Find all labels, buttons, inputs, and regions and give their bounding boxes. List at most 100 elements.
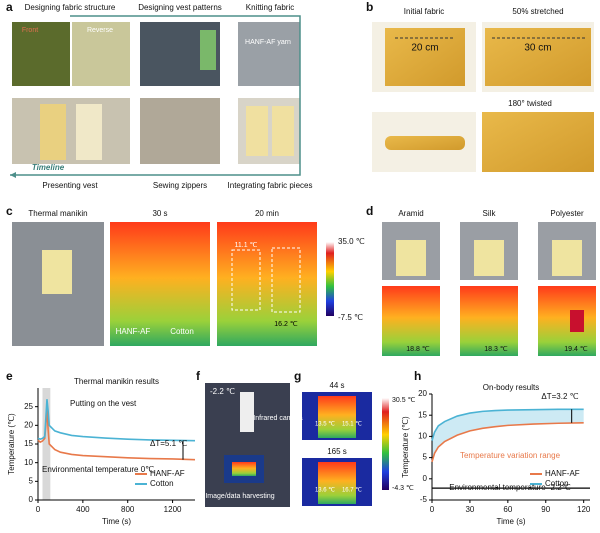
- label: -4.3 ℃: [392, 485, 414, 492]
- photo: [12, 22, 70, 86]
- screen-image: [232, 462, 256, 476]
- photo: [474, 240, 504, 276]
- thermal-image: [382, 286, 440, 356]
- x-tick-label: 90: [541, 505, 550, 514]
- label: Cotton: [170, 327, 194, 336]
- photo: [396, 240, 426, 276]
- annotation: Environmental temperature 0℃: [42, 465, 154, 474]
- label: HANF-AF yarn: [245, 39, 291, 46]
- panel-letter: f: [196, 369, 201, 383]
- y-tick-label: 15: [418, 410, 427, 419]
- label: 20 cm: [411, 43, 438, 54]
- photo: [40, 104, 66, 160]
- label: Reverse: [87, 27, 113, 34]
- photo: [272, 106, 294, 156]
- thermal-image: [318, 396, 356, 438]
- photo: [12, 98, 130, 164]
- label: 11.1 ℃: [235, 242, 258, 249]
- label: 50% stretched: [512, 7, 563, 16]
- annotation: ΔT=3.2 ℃: [541, 392, 578, 401]
- panel-d-photos: [382, 222, 596, 356]
- person: [240, 392, 254, 432]
- label: Thermal manikin: [28, 209, 87, 218]
- label: Presenting vest: [42, 181, 98, 190]
- label: Sewing zippers: [153, 181, 207, 190]
- label: Aramid: [398, 209, 423, 218]
- panel-letter: a: [6, 0, 13, 14]
- x-tick-label: 0: [36, 505, 41, 514]
- chart-title: On-body results: [483, 383, 539, 392]
- panel-letter: d: [366, 204, 373, 218]
- series-line: [431, 422, 584, 463]
- label: Integrating fabric pieces: [228, 181, 313, 190]
- series-line: [37, 406, 196, 461]
- x-axis-label: Time (s): [496, 517, 525, 526]
- x-axis-label: Time (s): [102, 517, 131, 526]
- photo: [72, 22, 130, 86]
- label: 30.5 ℃: [392, 397, 416, 404]
- label: Designing vest patterns: [138, 3, 222, 12]
- thermal-image: [217, 222, 317, 346]
- label: Front: [22, 27, 38, 34]
- panel-c-photos: [12, 222, 334, 346]
- y-axis-label: Temperature (℃): [7, 413, 16, 475]
- panel-a-photos: [10, 15, 301, 178]
- series-line: [37, 399, 196, 442]
- x-tick-label: 30: [465, 505, 474, 514]
- y-axis-label: Temperature (℃): [401, 416, 410, 478]
- annotation: ΔT=5.1 ℃: [150, 439, 187, 448]
- label: -2.2 ℃: [210, 387, 235, 396]
- y-tick-label: 5: [423, 453, 428, 462]
- legend-label: Cotton: [150, 479, 174, 488]
- chart-title: Thermal manikin results: [74, 377, 159, 386]
- photo: [485, 28, 591, 86]
- timeline-arrowhead: [10, 172, 16, 178]
- y-tick-label: -5: [420, 495, 428, 504]
- x-tick-label: 400: [76, 505, 90, 514]
- y-tick-label: 15: [24, 439, 33, 448]
- annotation: Environmental temperature -2.2℃: [449, 483, 571, 492]
- colorbar: [382, 398, 389, 490]
- label: -7.5 ℃: [338, 313, 363, 322]
- timeline-arrow: [10, 15, 301, 176]
- label: 180° twisted: [508, 99, 552, 108]
- y-tick-label: 0: [423, 474, 428, 483]
- label: 30 cm: [524, 43, 551, 54]
- label: 165 s: [327, 447, 347, 456]
- annotation: Putting on the vest: [70, 399, 137, 408]
- y-tick-label: 20: [24, 420, 33, 429]
- y-tick-label: 10: [418, 432, 427, 441]
- y-tick-label: 25: [24, 402, 33, 411]
- panel-letter: g: [294, 369, 301, 383]
- roi-box: [271, 247, 301, 313]
- label: Knitting fabric: [246, 3, 294, 12]
- x-tick-label: 60: [503, 505, 512, 514]
- series-line: [431, 408, 584, 441]
- label: 15.1 ℃: [342, 422, 362, 428]
- panel-letter: h: [414, 369, 421, 383]
- colorbar: [326, 242, 334, 316]
- y-tick-label: 10: [24, 458, 33, 467]
- label: 30 s: [152, 209, 167, 218]
- legend-label: Cotton: [545, 479, 569, 488]
- thermal-image: [318, 462, 356, 504]
- panel-g-photos: [302, 392, 389, 506]
- y-tick-label: 0: [29, 495, 34, 504]
- label: 18.3 ℃: [484, 346, 508, 353]
- y-tick-label: 20: [418, 389, 427, 398]
- label: 20 min: [255, 209, 279, 218]
- photo: [552, 240, 582, 276]
- photo: [42, 250, 72, 294]
- label: 16.2 ℃: [274, 321, 298, 328]
- label: 16.7 ℃: [342, 488, 362, 494]
- label: Silk: [483, 209, 497, 218]
- annotation: Temperature variation range: [460, 451, 561, 460]
- panel-letter: e: [6, 369, 13, 383]
- label: 18.8 ℃: [406, 346, 430, 353]
- thermal-image: [538, 286, 596, 356]
- x-tick-label: 0: [430, 505, 435, 514]
- label: 44 s: [329, 381, 344, 390]
- label: Image/data harvesting: [205, 493, 274, 500]
- label: Initial fabric: [404, 7, 444, 16]
